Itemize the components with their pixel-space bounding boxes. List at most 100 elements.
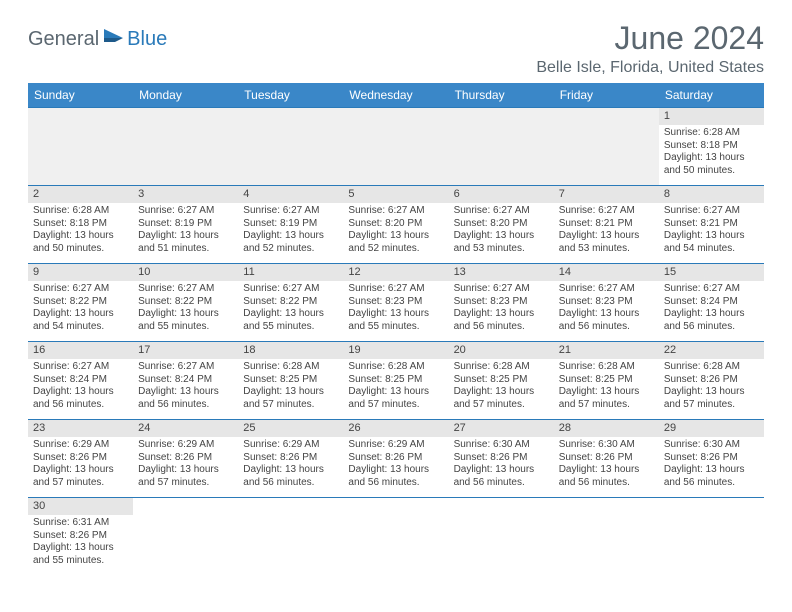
calendar-cell: 20Sunrise: 6:28 AMSunset: 8:25 PMDayligh… <box>449 342 554 420</box>
day-number: 11 <box>238 264 343 281</box>
day-of-week-header: Thursday <box>449 83 554 108</box>
day-number: 29 <box>659 420 764 437</box>
calendar-cell: 19Sunrise: 6:28 AMSunset: 8:25 PMDayligh… <box>343 342 448 420</box>
day-number: 19 <box>343 342 448 359</box>
day-details: Sunrise: 6:30 AMSunset: 8:26 PMDaylight:… <box>554 437 659 492</box>
day-details: Sunrise: 6:27 AMSunset: 8:22 PMDaylight:… <box>238 281 343 336</box>
day-details: Sunrise: 6:28 AMSunset: 8:25 PMDaylight:… <box>343 359 448 414</box>
calendar-table: SundayMondayTuesdayWednesdayThursdayFrid… <box>28 83 764 576</box>
calendar-cell: 25Sunrise: 6:29 AMSunset: 8:26 PMDayligh… <box>238 420 343 498</box>
calendar-cell <box>133 108 238 186</box>
day-details: Sunrise: 6:27 AMSunset: 8:24 PMDaylight:… <box>28 359 133 414</box>
day-number: 12 <box>343 264 448 281</box>
day-details: Sunrise: 6:27 AMSunset: 8:20 PMDaylight:… <box>449 203 554 258</box>
day-details: Sunrise: 6:28 AMSunset: 8:25 PMDaylight:… <box>238 359 343 414</box>
day-details: Sunrise: 6:27 AMSunset: 8:24 PMDaylight:… <box>659 281 764 336</box>
calendar-week-row: 2Sunrise: 6:28 AMSunset: 8:18 PMDaylight… <box>28 186 764 264</box>
day-number: 18 <box>238 342 343 359</box>
calendar-cell <box>238 108 343 186</box>
day-details: Sunrise: 6:27 AMSunset: 8:23 PMDaylight:… <box>449 281 554 336</box>
day-details: Sunrise: 6:29 AMSunset: 8:26 PMDaylight:… <box>238 437 343 492</box>
day-details: Sunrise: 6:30 AMSunset: 8:26 PMDaylight:… <box>659 437 764 492</box>
calendar-cell <box>343 108 448 186</box>
calendar-cell: 28Sunrise: 6:30 AMSunset: 8:26 PMDayligh… <box>554 420 659 498</box>
day-of-week-header: Friday <box>554 83 659 108</box>
day-details: Sunrise: 6:28 AMSunset: 8:18 PMDaylight:… <box>659 125 764 180</box>
day-details: Sunrise: 6:27 AMSunset: 8:21 PMDaylight:… <box>554 203 659 258</box>
logo-text-general: General <box>28 28 99 51</box>
day-number: 28 <box>554 420 659 437</box>
calendar-cell: 21Sunrise: 6:28 AMSunset: 8:25 PMDayligh… <box>554 342 659 420</box>
day-of-week-header: Monday <box>133 83 238 108</box>
day-number: 21 <box>554 342 659 359</box>
calendar-cell: 4Sunrise: 6:27 AMSunset: 8:19 PMDaylight… <box>238 186 343 264</box>
day-number: 9 <box>28 264 133 281</box>
day-details: Sunrise: 6:28 AMSunset: 8:25 PMDaylight:… <box>449 359 554 414</box>
calendar-cell <box>449 108 554 186</box>
day-details: Sunrise: 6:27 AMSunset: 8:24 PMDaylight:… <box>133 359 238 414</box>
location: Belle Isle, Florida, United States <box>536 59 764 77</box>
day-number: 3 <box>133 186 238 203</box>
day-number: 14 <box>554 264 659 281</box>
day-number: 15 <box>659 264 764 281</box>
calendar-cell <box>238 498 343 576</box>
calendar-cell: 3Sunrise: 6:27 AMSunset: 8:19 PMDaylight… <box>133 186 238 264</box>
calendar-cell: 22Sunrise: 6:28 AMSunset: 8:26 PMDayligh… <box>659 342 764 420</box>
day-details: Sunrise: 6:27 AMSunset: 8:22 PMDaylight:… <box>28 281 133 336</box>
day-number: 24 <box>133 420 238 437</box>
logo: General Blue <box>28 28 167 51</box>
calendar-cell: 30Sunrise: 6:31 AMSunset: 8:26 PMDayligh… <box>28 498 133 576</box>
calendar-cell: 2Sunrise: 6:28 AMSunset: 8:18 PMDaylight… <box>28 186 133 264</box>
day-details: Sunrise: 6:28 AMSunset: 8:25 PMDaylight:… <box>554 359 659 414</box>
day-details: Sunrise: 6:28 AMSunset: 8:26 PMDaylight:… <box>659 359 764 414</box>
calendar-cell: 7Sunrise: 6:27 AMSunset: 8:21 PMDaylight… <box>554 186 659 264</box>
logo-flag-icon <box>103 28 125 51</box>
day-of-week-header: Wednesday <box>343 83 448 108</box>
calendar-week-row: 30Sunrise: 6:31 AMSunset: 8:26 PMDayligh… <box>28 498 764 576</box>
day-details: Sunrise: 6:27 AMSunset: 8:22 PMDaylight:… <box>133 281 238 336</box>
calendar-cell: 27Sunrise: 6:30 AMSunset: 8:26 PMDayligh… <box>449 420 554 498</box>
calendar-week-row: 16Sunrise: 6:27 AMSunset: 8:24 PMDayligh… <box>28 342 764 420</box>
calendar-cell <box>133 498 238 576</box>
day-number: 2 <box>28 186 133 203</box>
calendar-cell <box>554 108 659 186</box>
day-number: 27 <box>449 420 554 437</box>
day-number: 8 <box>659 186 764 203</box>
calendar-cell: 15Sunrise: 6:27 AMSunset: 8:24 PMDayligh… <box>659 264 764 342</box>
day-number: 16 <box>28 342 133 359</box>
calendar-cell: 16Sunrise: 6:27 AMSunset: 8:24 PMDayligh… <box>28 342 133 420</box>
calendar-body: 1Sunrise: 6:28 AMSunset: 8:18 PMDaylight… <box>28 108 764 576</box>
day-number: 4 <box>238 186 343 203</box>
calendar-cell <box>28 108 133 186</box>
calendar-cell: 13Sunrise: 6:27 AMSunset: 8:23 PMDayligh… <box>449 264 554 342</box>
day-details: Sunrise: 6:27 AMSunset: 8:19 PMDaylight:… <box>238 203 343 258</box>
calendar-cell: 24Sunrise: 6:29 AMSunset: 8:26 PMDayligh… <box>133 420 238 498</box>
header: General Blue June 2024 Belle Isle, Flori… <box>28 20 764 77</box>
calendar-week-row: 9Sunrise: 6:27 AMSunset: 8:22 PMDaylight… <box>28 264 764 342</box>
day-number: 20 <box>449 342 554 359</box>
calendar-cell: 10Sunrise: 6:27 AMSunset: 8:22 PMDayligh… <box>133 264 238 342</box>
calendar-cell: 1Sunrise: 6:28 AMSunset: 8:18 PMDaylight… <box>659 108 764 186</box>
day-number: 13 <box>449 264 554 281</box>
day-number: 23 <box>28 420 133 437</box>
day-number: 30 <box>28 498 133 515</box>
day-details: Sunrise: 6:30 AMSunset: 8:26 PMDaylight:… <box>449 437 554 492</box>
calendar-cell: 12Sunrise: 6:27 AMSunset: 8:23 PMDayligh… <box>343 264 448 342</box>
day-of-week-row: SundayMondayTuesdayWednesdayThursdayFrid… <box>28 83 764 108</box>
calendar-cell <box>659 498 764 576</box>
day-number: 25 <box>238 420 343 437</box>
day-details: Sunrise: 6:31 AMSunset: 8:26 PMDaylight:… <box>28 515 133 570</box>
month-title: June 2024 <box>536 20 764 57</box>
day-details: Sunrise: 6:28 AMSunset: 8:18 PMDaylight:… <box>28 203 133 258</box>
day-number: 26 <box>343 420 448 437</box>
day-of-week-header: Saturday <box>659 83 764 108</box>
calendar-cell: 11Sunrise: 6:27 AMSunset: 8:22 PMDayligh… <box>238 264 343 342</box>
calendar-cell: 5Sunrise: 6:27 AMSunset: 8:20 PMDaylight… <box>343 186 448 264</box>
calendar-cell <box>343 498 448 576</box>
day-number: 17 <box>133 342 238 359</box>
calendar-week-row: 1Sunrise: 6:28 AMSunset: 8:18 PMDaylight… <box>28 108 764 186</box>
calendar-cell: 23Sunrise: 6:29 AMSunset: 8:26 PMDayligh… <box>28 420 133 498</box>
day-details: Sunrise: 6:27 AMSunset: 8:23 PMDaylight:… <box>554 281 659 336</box>
calendar-cell: 14Sunrise: 6:27 AMSunset: 8:23 PMDayligh… <box>554 264 659 342</box>
calendar-week-row: 23 Sunrise: 6:29 AMSunset: 8:26 PMDayligh… <box>28 420 764 498</box>
